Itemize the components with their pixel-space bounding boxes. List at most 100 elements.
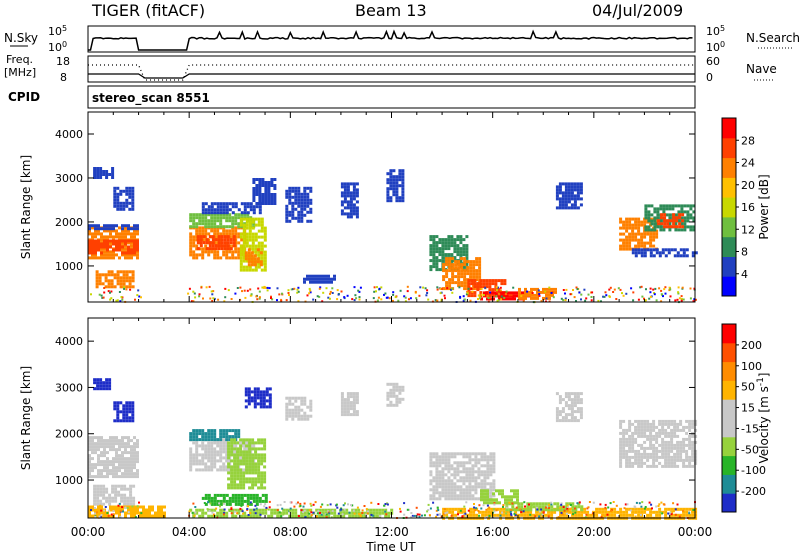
data-cell (130, 448, 133, 452)
noise-cell (655, 299, 658, 302)
data-cell (230, 480, 234, 484)
data-cell (389, 175, 393, 179)
data-cell (253, 393, 257, 397)
data-cell (628, 223, 632, 227)
data-cell (254, 483, 258, 487)
data-cell (268, 399, 272, 403)
data-cell (121, 224, 124, 228)
data-cell (386, 196, 390, 200)
data-cell (234, 508, 238, 512)
data-cell (91, 253, 94, 257)
data-cell (232, 235, 236, 239)
data-cell (222, 253, 226, 257)
data-cell (652, 461, 656, 465)
noise-cell (629, 509, 632, 512)
data-cell (447, 497, 451, 501)
data-cell (122, 407, 126, 411)
data-cell (485, 282, 489, 286)
data-cell (435, 247, 439, 251)
data-cell (682, 440, 686, 444)
data-cell (189, 247, 193, 251)
data-cell (538, 508, 542, 512)
data-cell (230, 444, 234, 448)
data-cell (195, 253, 199, 257)
cpid-label: CPID (8, 90, 40, 104)
data-cell (343, 197, 347, 201)
data-cell (108, 387, 112, 391)
data-cell (242, 223, 246, 227)
data-cell (457, 269, 461, 273)
data-cell (567, 407, 571, 411)
data-cell (260, 483, 264, 487)
data-cell (355, 392, 359, 396)
data-cell (622, 452, 626, 456)
data-cell (649, 422, 653, 426)
data-cell (465, 235, 469, 239)
data-cell (644, 216, 648, 220)
data-cell (471, 452, 475, 456)
data-cell (401, 385, 405, 389)
data-cell (195, 235, 199, 239)
data-cell (530, 293, 533, 297)
data-cell (640, 434, 644, 438)
data-cell (243, 468, 247, 472)
data-cell (604, 510, 608, 514)
data-cell (243, 493, 247, 497)
data-cell (573, 404, 577, 408)
data-cell (637, 220, 641, 224)
data-cell (456, 488, 460, 492)
data-cell (231, 202, 235, 206)
data-cell (245, 477, 249, 481)
data-cell (683, 216, 687, 220)
data-cell (128, 282, 132, 286)
data-cell (100, 227, 103, 231)
data-cell (97, 457, 100, 461)
noise-cell (604, 515, 606, 518)
data-cell (100, 505, 103, 509)
data-cell (213, 502, 217, 506)
data-cell (459, 235, 463, 239)
noise-cell (295, 502, 298, 505)
data-cell (429, 268, 433, 272)
freq-tick-top-right: 60 (706, 55, 720, 68)
data-cell (131, 410, 135, 414)
data-cell (685, 431, 689, 435)
data-cell (297, 219, 301, 223)
data-cell (131, 270, 135, 274)
data-cell (112, 505, 115, 509)
data-cell (643, 422, 647, 426)
data-cell (392, 181, 396, 185)
data-cell (94, 475, 97, 479)
data-cell (118, 460, 121, 464)
data-cell (450, 473, 454, 477)
data-cell (670, 449, 674, 453)
data-cell (225, 450, 229, 454)
data-cell (363, 514, 367, 518)
noise-cell (478, 514, 481, 517)
data-cell (219, 450, 223, 454)
noise-cell (547, 507, 550, 509)
data-cell (661, 425, 665, 429)
data-cell (228, 219, 232, 223)
data-cell (265, 387, 269, 391)
data-cell (306, 195, 310, 199)
data-cell (667, 419, 671, 423)
data-cell (565, 505, 569, 509)
data-cell (291, 216, 295, 220)
data-cell (102, 387, 106, 391)
data-cell (619, 238, 623, 242)
noise-cell (678, 515, 681, 518)
data-cell (649, 513, 653, 517)
data-cell (133, 472, 136, 476)
data-cell (225, 438, 229, 442)
data-cell (532, 502, 536, 506)
data-cell (622, 434, 626, 438)
data-cell (253, 263, 257, 267)
data-cell (463, 284, 467, 288)
data-cell (239, 438, 243, 442)
data-cell (649, 248, 653, 252)
data-cell (303, 186, 307, 190)
data-cell (389, 184, 393, 188)
noise-cell (463, 505, 466, 508)
data-cell (234, 256, 238, 260)
